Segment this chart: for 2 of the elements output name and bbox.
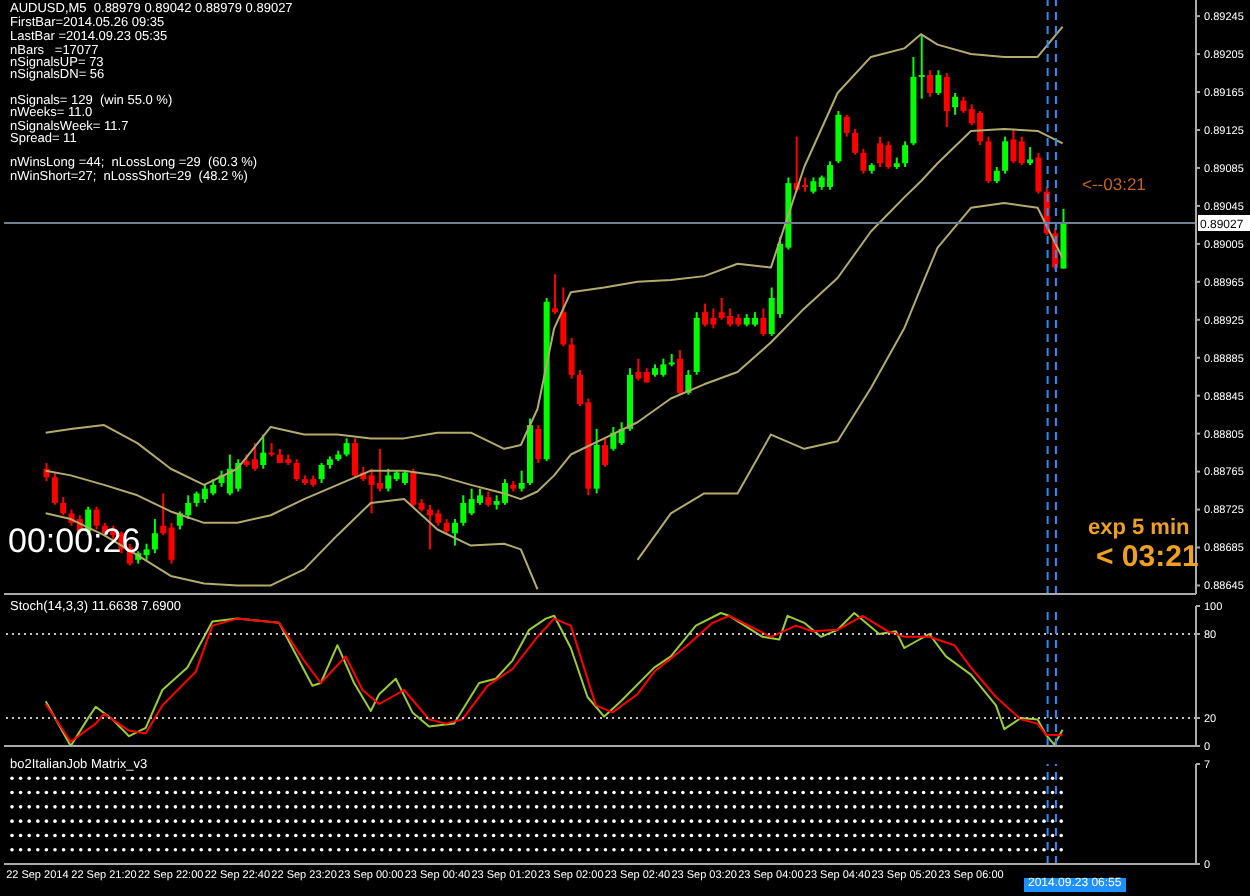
annotation: <--03:21 <box>1082 174 1146 195</box>
annotation: exp 5 min <box>1088 516 1190 541</box>
